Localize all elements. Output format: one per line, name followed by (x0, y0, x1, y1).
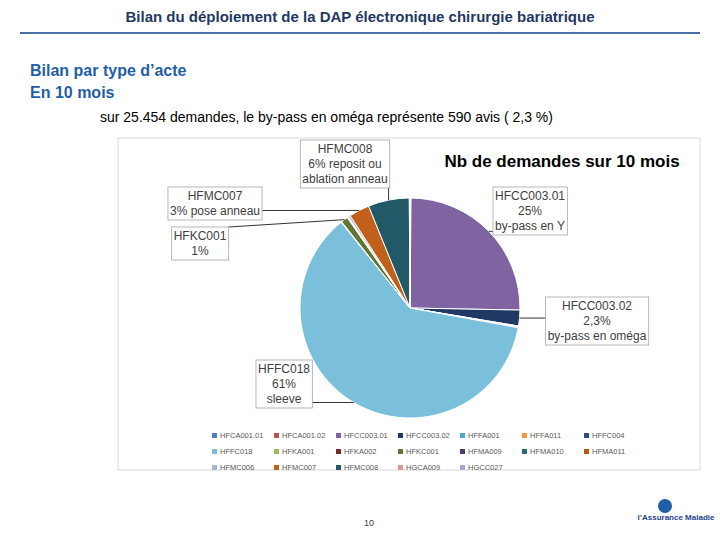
legend-label: HFFA001 (468, 431, 500, 440)
label-line: 25% (518, 204, 542, 218)
logo: l’Assurance Maladie (638, 513, 715, 522)
data-label: HFCC003.0125%by-pass en Y (493, 187, 567, 235)
legend-label: HGCC027 (468, 463, 503, 472)
logo-mark (658, 499, 672, 513)
label-box (168, 187, 262, 220)
data-label-text: HFCC003.022,3%by-pass en oméga (548, 299, 647, 343)
data-label-text: HFKC0011% (174, 229, 227, 258)
legend-swatch (460, 449, 465, 454)
legend-swatch (522, 449, 527, 454)
data-label-text: HFCC003.0125%by-pass en Y (495, 189, 565, 233)
legend-swatch (336, 449, 341, 454)
data-label: HFMC0073% pose anneau (168, 187, 262, 220)
legend-swatch (522, 433, 527, 438)
chart-title: Nb de demandes sur 10 mois (444, 152, 679, 171)
legend-label: HFKC001 (406, 447, 439, 456)
pie-slice (409, 198, 410, 308)
label-line: 3% (170, 204, 188, 218)
label-line: HFMC007 (188, 189, 243, 203)
leader-line (262, 210, 359, 211)
legend-label: HFFC018 (220, 447, 253, 456)
legend-swatch (212, 433, 217, 438)
subtitle: En 10 mois (30, 84, 115, 101)
label-line: HFMC008 (318, 142, 373, 156)
data-labels: HFCC003.0125%by-pass en YHFCC003.022,3%b… (168, 140, 649, 408)
legend-label: HFFA011 (530, 431, 561, 440)
label-line: 1% (191, 244, 209, 258)
legend-label: HFMC007 (282, 463, 316, 472)
legend-swatch (460, 465, 465, 470)
data-label-text: HFMC0073% pose anneau (170, 189, 260, 218)
legend-label: HFKA001 (282, 447, 315, 456)
legend-swatch (336, 433, 341, 438)
legend-swatch (398, 449, 403, 454)
leader-line (312, 402, 353, 403)
slide-title: Bilan du déploiement de la DAP électroni… (126, 8, 595, 25)
leader-line (520, 318, 546, 319)
leader-line (229, 220, 345, 227)
data-label: HFMC0086% reposit ouablation anneau (300, 140, 389, 188)
label-line: 61% (272, 377, 296, 391)
legend-label: HFCC003.01 (344, 431, 388, 440)
legend-swatch (212, 449, 217, 454)
legend-swatch (460, 433, 465, 438)
chart-frame (118, 138, 700, 470)
legend-swatch (584, 433, 589, 438)
legend-label: HFFC004 (592, 431, 625, 440)
label-box (300, 140, 389, 188)
data-label-text: HFMC0086% reposit ouablation anneau (302, 142, 387, 186)
slide: Bilan du déploiement de la DAP électroni… (0, 0, 720, 540)
legend-label: HFMC006 (220, 463, 254, 472)
legend-swatch (274, 449, 279, 454)
label-box (172, 227, 229, 260)
pie-slice (369, 198, 410, 308)
legend: HFCA001.01 HFCA001.02 HFCC003.01 HFCC003.02… (212, 431, 625, 472)
legend-swatch (398, 433, 403, 438)
legend-label: HFMA010 (530, 447, 564, 456)
leader-line (388, 188, 389, 200)
header-rule (20, 32, 700, 34)
label-line: HFCC003.02 (562, 299, 632, 313)
legend-label: HFMA011 (592, 447, 625, 456)
legend-label: HFMC008 (344, 463, 378, 472)
legend-label: HFCA001.01 (220, 431, 263, 440)
subtitle: Bilan par type d’acte (30, 62, 187, 79)
legend-swatch (212, 465, 217, 470)
page-number: 10 (364, 518, 374, 528)
data-label: HFCC003.022,3%by-pass en oméga (546, 297, 649, 345)
pie-slice (409, 198, 411, 308)
label-line: 2,3% (583, 314, 611, 328)
label-box (493, 187, 567, 235)
label-line: reposit ou (326, 157, 382, 171)
label-line: HFCC003.01 (495, 189, 565, 203)
label-line: sleeve (267, 392, 302, 406)
label-box (546, 297, 649, 345)
label-line: by-pass en oméga (548, 329, 647, 343)
legend-label: HGCA009 (406, 463, 440, 472)
legend-swatch (274, 433, 279, 438)
data-label: HFFC01861%sleeve (256, 360, 312, 408)
label-line: 6% (308, 157, 326, 171)
legend-label: HFMA009 (468, 447, 502, 456)
legend-label: HFKA002 (344, 447, 377, 456)
legend-swatch (584, 449, 589, 454)
legend-swatch (274, 465, 279, 470)
label-line: HFFC018 (258, 362, 310, 376)
data-label: HFKC0011% (172, 227, 229, 260)
pie (300, 198, 520, 418)
label-box (256, 360, 312, 408)
label-line: HFKC001 (174, 229, 227, 243)
label-line: pose anneau (187, 204, 260, 218)
summary: sur 25.454 demandes, le by-pass en oméga… (100, 109, 553, 125)
legend-swatch (398, 465, 403, 470)
legend-label: HFCC003.02 (406, 431, 450, 440)
label-line: by-pass en Y (495, 219, 565, 233)
label-line: ablation anneau (302, 172, 387, 186)
legend-swatch (336, 465, 341, 470)
legend-label: HFCA001.02 (282, 431, 325, 440)
data-label-text: HFFC01861%sleeve (258, 362, 310, 406)
leader-line (489, 231, 493, 232)
